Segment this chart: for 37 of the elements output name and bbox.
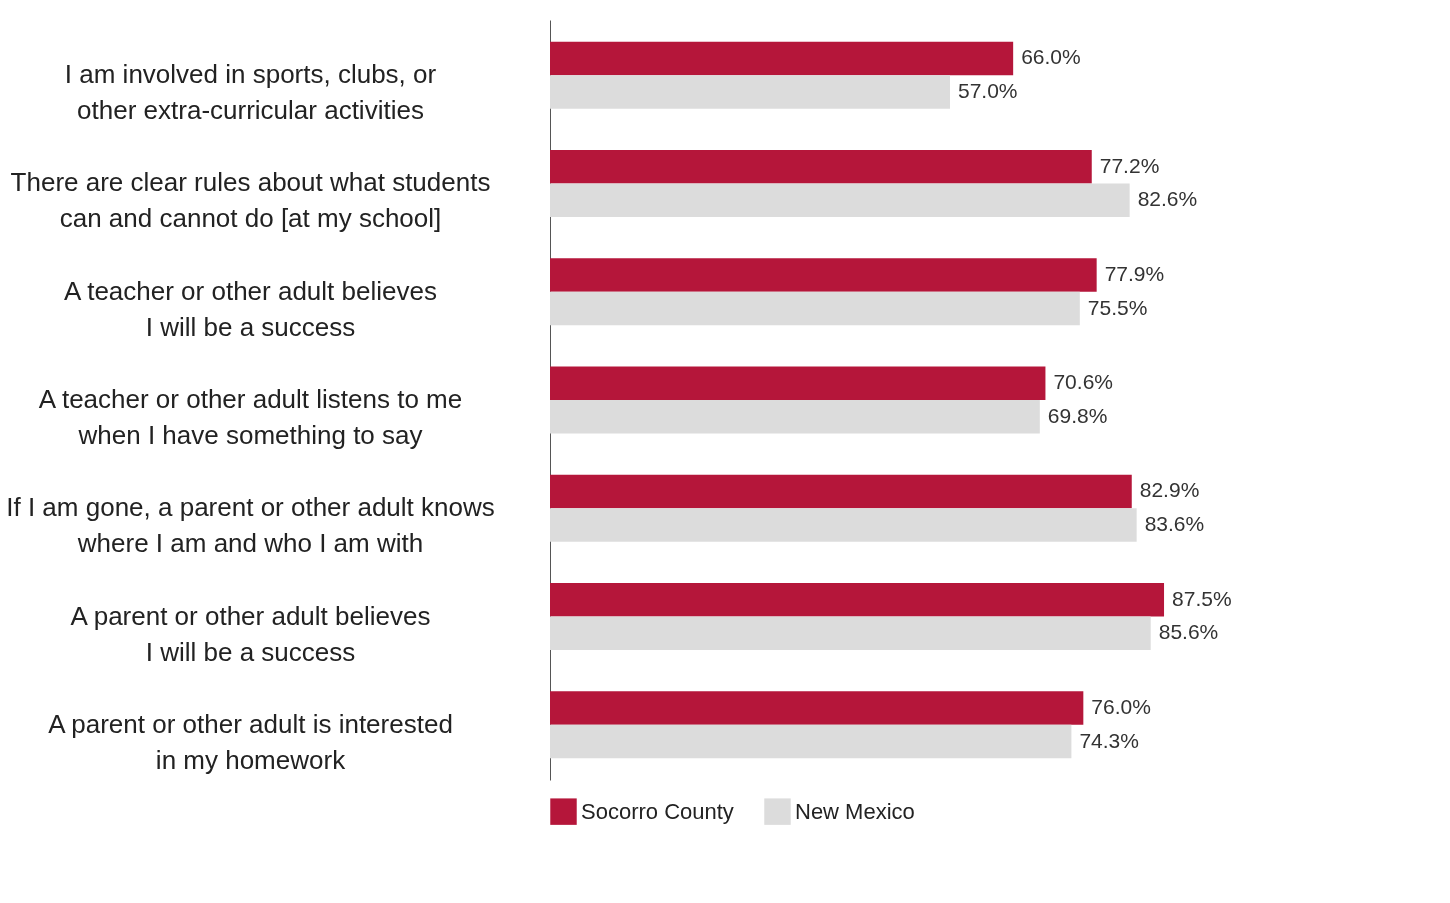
bar	[550, 258, 1097, 292]
bar	[550, 724, 1072, 759]
bar	[550, 582, 1165, 617]
y-tick-label: If I am gone, a parent or other adult knows where I am and who I am with	[6, 492, 495, 559]
data-label: 82.6%	[1137, 187, 1198, 211]
data-label: 75.5%	[1087, 295, 1148, 319]
legend-label: Socorro County	[581, 798, 734, 824]
data-label: 85.6%	[1158, 620, 1219, 644]
bar	[550, 400, 1040, 434]
bar	[550, 41, 1014, 76]
data-label: 70.6%	[1053, 370, 1113, 394]
data-label: 77.2%	[1099, 153, 1160, 177]
y-tick-label: A teacher or other adult believes I will be a success	[64, 275, 437, 342]
data-label: 87.5%	[1172, 586, 1232, 610]
y-tick-label: A parent or other adult is interested in my homework	[48, 708, 453, 775]
data-label: 76.0%	[1091, 695, 1151, 719]
bar	[550, 616, 1151, 651]
bar	[550, 474, 1132, 509]
bar	[550, 149, 1092, 184]
y-tick-label: There are clear rules about what students can and cannot do [at my school]	[10, 167, 491, 234]
y-tick-label: A parent or other adult believes I will be a success	[70, 600, 431, 667]
data-label: 66.0%	[1021, 45, 1081, 69]
data-label: 74.3%	[1079, 728, 1139, 752]
bar	[550, 75, 950, 109]
y-tick-label: A teacher or other adult listens to me when I have something to say	[38, 384, 463, 450]
y-tick-label: I am involved in sports, clubs, or other extra-curricular activities	[64, 59, 437, 126]
bar	[550, 291, 1080, 326]
legend-label: New Mexico	[795, 798, 915, 824]
bar	[550, 508, 1137, 542]
bar	[550, 366, 1046, 400]
bar	[550, 691, 1084, 725]
bar	[550, 183, 1130, 218]
data-label: 57.0%	[958, 78, 1018, 102]
data-label: 82.9%	[1139, 478, 1200, 502]
data-label: 77.9%	[1104, 261, 1165, 285]
data-label: 83.6%	[1144, 512, 1205, 536]
data-label: 69.8%	[1047, 403, 1108, 427]
